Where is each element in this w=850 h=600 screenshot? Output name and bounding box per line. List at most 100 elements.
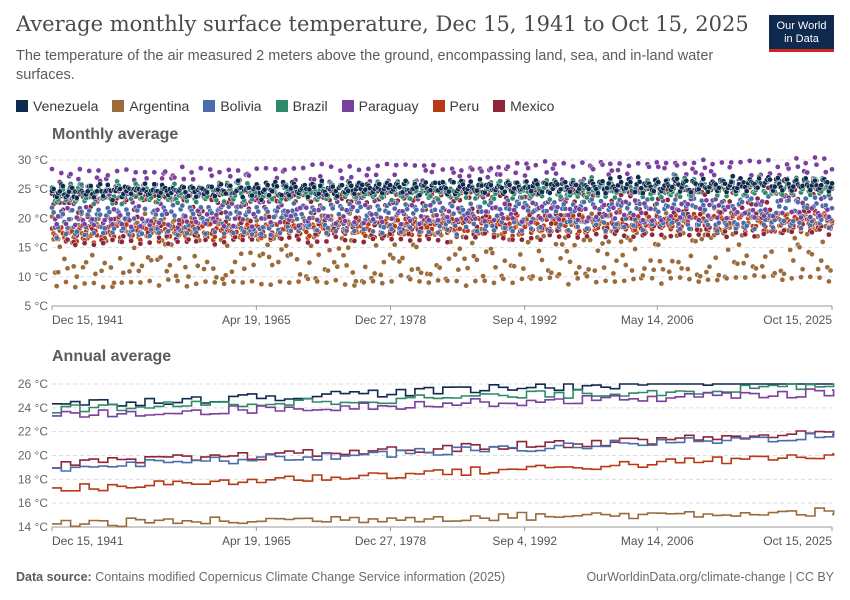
data-point — [649, 275, 655, 282]
data-point — [546, 196, 553, 203]
data-point — [813, 200, 820, 207]
legend-item-mexico[interactable]: Mexico — [493, 98, 554, 114]
monthly-panel-title: Monthly average — [52, 126, 179, 143]
data-point — [146, 233, 153, 239]
data-point — [627, 179, 634, 185]
data-point — [593, 231, 600, 237]
legend-label: Paraguay — [358, 98, 419, 114]
data-point — [135, 203, 142, 210]
data-point — [329, 205, 336, 212]
legend-item-brazil[interactable]: Brazil — [275, 98, 328, 114]
data-point — [416, 221, 423, 227]
data-point — [684, 201, 691, 208]
data-point — [686, 225, 693, 232]
data-point — [715, 185, 722, 191]
data-point — [184, 218, 190, 225]
data-point — [60, 211, 66, 217]
data-point — [332, 277, 339, 284]
data-point — [360, 220, 367, 226]
data-point — [663, 160, 669, 166]
data-point — [760, 212, 767, 219]
data-point — [336, 211, 342, 218]
data-point — [804, 169, 811, 176]
data-point — [539, 257, 545, 263]
data-point — [812, 177, 818, 184]
data-point — [525, 207, 531, 214]
data-point — [779, 276, 786, 283]
data-point — [407, 224, 414, 231]
data-point — [80, 264, 86, 271]
data-point — [101, 217, 108, 224]
data-point — [453, 217, 460, 223]
data-point — [450, 179, 457, 186]
legend-label: Brazil — [292, 98, 328, 114]
data-point — [343, 262, 350, 269]
data-point — [548, 269, 555, 276]
legend-item-peru[interactable]: Peru — [432, 98, 479, 114]
data-point — [785, 197, 792, 204]
data-point — [407, 217, 414, 224]
data-point — [514, 160, 521, 167]
data-point — [287, 213, 294, 220]
data-point — [238, 250, 245, 257]
data-point — [781, 227, 787, 234]
data-point — [306, 233, 313, 239]
series-line-venezuela — [52, 383, 834, 407]
data-point — [399, 189, 406, 196]
data-point — [91, 241, 97, 248]
data-point — [686, 213, 693, 220]
data-point — [567, 188, 573, 195]
data-point — [108, 216, 114, 223]
data-point — [523, 178, 530, 185]
data-point — [759, 263, 766, 270]
data-point — [258, 215, 265, 222]
credit-link[interactable]: OurWorldinData.org/climate-change | CC B… — [586, 570, 834, 584]
data-point — [779, 187, 786, 194]
data-point — [348, 174, 355, 181]
data-point — [540, 233, 547, 239]
data-point — [802, 195, 809, 202]
data-point — [714, 214, 721, 221]
legend-swatch — [275, 100, 288, 112]
data-point — [213, 274, 220, 281]
data-point — [726, 164, 733, 171]
data-point — [532, 162, 539, 169]
data-point — [89, 216, 96, 223]
data-point — [139, 263, 145, 269]
data-point — [193, 199, 200, 205]
data-point — [314, 227, 321, 234]
data-point — [70, 263, 77, 270]
data-point — [427, 193, 434, 200]
data-point — [128, 279, 134, 285]
owid-logo[interactable]: Our World in Data — [769, 15, 834, 52]
data-point — [143, 175, 150, 182]
data-point — [346, 163, 353, 170]
data-point — [331, 259, 338, 266]
data-point — [221, 198, 227, 205]
data-point — [343, 207, 350, 214]
data-point — [360, 226, 367, 233]
data-point — [742, 210, 749, 216]
data-point — [174, 199, 181, 206]
data-point — [370, 228, 376, 235]
data-point — [371, 270, 378, 277]
legend-item-venezuela[interactable]: Venezuela — [16, 98, 98, 114]
data-point — [416, 192, 423, 199]
data-point — [388, 215, 395, 222]
legend-item-bolivia[interactable]: Bolivia — [203, 98, 262, 114]
data-point — [390, 255, 397, 261]
data-point — [501, 225, 508, 231]
data-point — [669, 205, 676, 211]
data-point — [388, 236, 395, 243]
data-point — [264, 242, 271, 248]
data-source: Data source: Contains modified Copernicu… — [16, 570, 505, 584]
data-point — [351, 238, 358, 244]
data-point — [69, 207, 76, 214]
y-tick-label: 30 °C — [18, 153, 48, 167]
data-point — [826, 231, 832, 238]
data-point — [120, 269, 127, 276]
data-point — [368, 211, 375, 218]
legend-item-paraguay[interactable]: Paraguay — [341, 98, 419, 114]
data-point — [258, 281, 265, 287]
legend-item-argentina[interactable]: Argentina — [112, 98, 189, 114]
